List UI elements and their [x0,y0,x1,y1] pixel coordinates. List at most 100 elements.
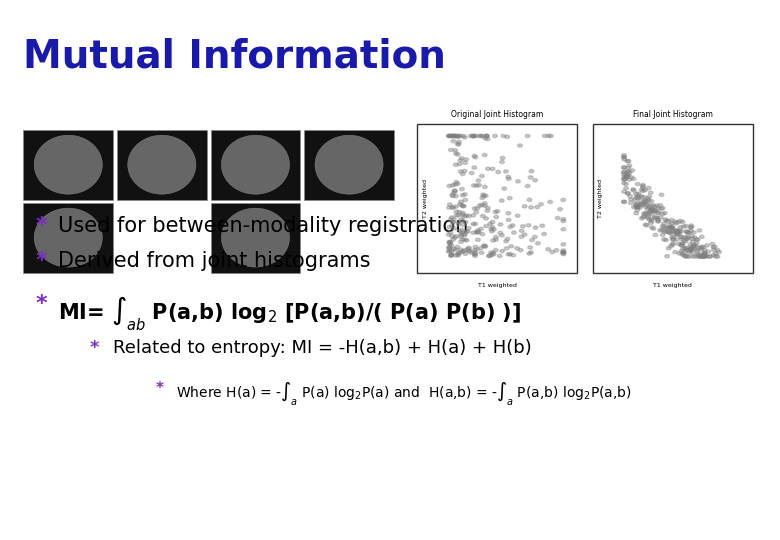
Circle shape [677,228,682,232]
Circle shape [450,235,455,238]
Circle shape [508,253,512,256]
Circle shape [697,247,701,250]
Circle shape [539,202,544,206]
Circle shape [466,214,471,218]
Circle shape [546,134,551,138]
Text: T1 weighted: T1 weighted [654,284,692,288]
Circle shape [647,186,651,190]
Circle shape [697,255,702,258]
Circle shape [446,250,451,253]
Circle shape [484,134,489,138]
Circle shape [548,134,553,138]
Circle shape [707,255,712,258]
Text: T1 weighted: T1 weighted [140,235,179,240]
Circle shape [702,252,707,255]
Circle shape [456,223,461,226]
Circle shape [689,249,693,252]
Circle shape [473,134,478,138]
Circle shape [488,254,492,258]
Text: T2 weighted: T2 weighted [332,235,366,240]
Circle shape [622,178,626,181]
Circle shape [706,250,711,253]
Bar [23,130,113,200]
Circle shape [690,251,695,254]
Circle shape [463,161,467,164]
Circle shape [644,223,648,226]
Circle shape [689,247,693,251]
Circle shape [456,134,461,138]
Circle shape [669,230,674,233]
Circle shape [473,156,477,159]
Circle shape [456,153,460,156]
Circle shape [640,195,644,198]
Circle shape [622,158,626,161]
Circle shape [459,204,464,207]
Circle shape [476,228,480,232]
Circle shape [509,245,513,248]
Circle shape [460,238,465,241]
Circle shape [527,252,532,255]
Circle shape [489,227,494,231]
Circle shape [483,202,488,205]
Circle shape [494,235,498,239]
Circle shape [523,205,527,208]
Circle shape [448,134,452,138]
Circle shape [453,183,458,186]
Circle shape [447,206,452,210]
Circle shape [484,225,488,228]
Circle shape [624,175,629,178]
Circle shape [622,156,626,159]
Circle shape [506,176,511,179]
Circle shape [542,232,547,235]
Circle shape [463,220,468,224]
Circle shape [674,228,679,232]
Circle shape [485,137,490,140]
Bar [304,130,394,200]
Circle shape [671,235,675,239]
Circle shape [454,152,459,155]
Circle shape [480,174,484,178]
Circle shape [674,232,679,235]
Circle shape [474,184,479,187]
Circle shape [668,231,672,234]
Circle shape [446,246,451,249]
Circle shape [632,206,636,209]
Circle shape [505,135,509,138]
Circle shape [640,204,645,207]
Circle shape [455,245,459,248]
Circle shape [664,238,668,241]
Circle shape [460,172,465,176]
Circle shape [647,218,651,221]
Circle shape [491,239,495,242]
Circle shape [512,231,516,234]
Circle shape [666,247,671,250]
Circle shape [483,204,488,207]
Circle shape [498,223,503,226]
Circle shape [451,238,456,241]
Circle shape [467,249,472,253]
Circle shape [688,243,693,246]
Text: *: * [35,251,47,271]
Circle shape [652,216,657,219]
Circle shape [456,140,461,144]
Circle shape [635,206,640,209]
Circle shape [453,163,458,166]
Circle shape [651,204,655,207]
Text: Derived from joint histograms: Derived from joint histograms [58,251,371,271]
Circle shape [515,247,519,250]
Circle shape [461,249,466,253]
Circle shape [689,230,693,233]
Circle shape [500,249,505,253]
Circle shape [456,220,461,224]
Circle shape [451,194,456,198]
Circle shape [687,251,692,254]
Circle shape [656,212,661,215]
Circle shape [647,195,652,198]
Circle shape [648,191,653,194]
Circle shape [659,193,664,197]
Circle shape [689,246,693,249]
Circle shape [654,216,658,219]
Circle shape [642,212,647,215]
Circle shape [675,233,679,236]
Polygon shape [34,208,102,267]
